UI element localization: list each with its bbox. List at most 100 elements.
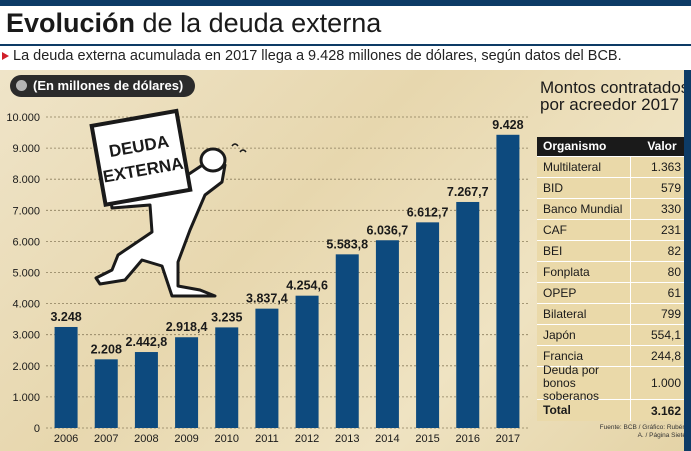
- unit-label-pill: (En millones de dólares): [10, 75, 196, 97]
- table-cell-organismo: Total: [537, 400, 631, 421]
- table-row: Fonplata 80: [537, 261, 687, 282]
- data-label: 6.036,7: [367, 223, 409, 237]
- table-cell-organismo: OPEP: [537, 283, 631, 303]
- table-row: Japón 554,1: [537, 324, 687, 345]
- title-bold: Evolución: [6, 8, 136, 38]
- table-cell-valor: 554,1: [650, 328, 681, 342]
- table-row: Banco Mundial 330: [537, 198, 687, 219]
- bar: [496, 134, 520, 429]
- table-cell-valor: 799: [660, 307, 681, 321]
- table-cell-valor: 1.000: [650, 376, 681, 390]
- table-cell-organismo: Banco Mundial: [537, 199, 631, 219]
- table-cell-valor: 1.363: [650, 160, 681, 174]
- title-rest: de la deuda externa: [142, 8, 382, 38]
- table-cell-organismo: Japón: [537, 325, 631, 345]
- data-label: 6.612,7: [407, 205, 449, 219]
- x-tick-label: 2009: [174, 433, 198, 445]
- y-tick-label: 10.000: [6, 112, 40, 124]
- table-header: Organismo Valor: [537, 137, 687, 156]
- bar: [456, 201, 480, 428]
- table-row: BID 579: [537, 177, 687, 198]
- bullet-dot-icon: [16, 80, 27, 91]
- bar: [215, 327, 239, 428]
- table-row: OPEP 61: [537, 282, 687, 303]
- table-cell-valor: 244,8: [650, 349, 681, 363]
- y-tick-label: 3.000: [12, 330, 40, 342]
- creditor-table: Organismo Valor Multilateral 1.363 BID 579 B…: [537, 137, 687, 421]
- x-tick-label: 2006: [54, 433, 78, 445]
- x-tick-label: 2008: [134, 433, 158, 445]
- bar: [175, 337, 199, 428]
- x-tick-label: 2017: [496, 433, 520, 445]
- unit-label: (En millones de dólares): [33, 78, 184, 93]
- table-cell-valor: 579: [660, 181, 681, 195]
- bar: [54, 326, 78, 428]
- table-row: Francia 244,8: [537, 345, 687, 366]
- bar-chart: DEUDA EXTERNA 0 1.000 2.000 3.000 4.000 5.000…: [6, 108, 528, 445]
- data-label: 7.267,7: [447, 185, 489, 199]
- table-cell-valor: 231: [660, 223, 681, 237]
- labels-layer: 0 1.000 2.000 3.000 4.000 5.000 6.000 7.000 8.00…: [6, 112, 523, 445]
- y-tick-label: 7.000: [12, 205, 40, 217]
- table-row: BEI 82: [537, 240, 687, 261]
- x-tick-label: 2007: [94, 433, 118, 445]
- y-tick-label: 5.000: [12, 268, 40, 280]
- table-cell-organismo: Multilateral: [537, 157, 631, 177]
- table-cell-organismo: CAF: [537, 220, 631, 240]
- table-cell-organismo: Fonplata: [537, 262, 631, 282]
- table-cell-valor: 82: [667, 244, 681, 258]
- table-cell-organismo: Francia: [537, 346, 631, 366]
- bar: [416, 222, 440, 428]
- table-cell-valor: 80: [667, 265, 681, 279]
- subtitle-marker-icon: [2, 52, 9, 60]
- table-row: Deuda por bonos soberanos 1.000: [537, 363, 687, 402]
- table-header-organismo: Organismo: [543, 139, 607, 153]
- data-label: 5.583,8: [326, 237, 368, 251]
- bar: [94, 359, 118, 428]
- data-label: 4.254,6: [286, 279, 328, 293]
- table-title: Montos contratados por acreedor 2017: [540, 78, 690, 114]
- x-tick-label: 2011: [255, 433, 279, 445]
- source-credit: Fuente: BCB / Gráfico: Rubén A. / Página…: [599, 424, 686, 439]
- table-row: CAF 231: [537, 219, 687, 240]
- y-tick-label: 0: [34, 423, 40, 435]
- bar: [134, 352, 158, 428]
- table-cell-valor: 330: [660, 202, 681, 216]
- table-row: Multilateral 1.363: [537, 156, 687, 177]
- data-label: 2.208: [91, 342, 122, 356]
- data-label: 2.918,4: [166, 320, 208, 334]
- bar: [375, 240, 399, 428]
- table-total-row: Total 3.162: [537, 399, 687, 421]
- y-tick-label: 4.000: [12, 299, 40, 311]
- bar: [335, 254, 359, 428]
- top-accent-bar: [0, 0, 691, 6]
- x-tick-label: 2013: [335, 433, 359, 445]
- right-edge-strip: [684, 70, 691, 451]
- bar: [295, 295, 319, 428]
- bars-layer: [54, 134, 520, 429]
- y-tick-label: 1.000: [12, 392, 40, 404]
- table-cell-organismo: Deuda por bonos soberanos: [537, 363, 631, 402]
- table-cell-valor: 3.162: [650, 403, 681, 418]
- x-tick-label: 2012: [295, 433, 319, 445]
- table-cell-organismo: BID: [537, 178, 631, 198]
- y-tick-label: 9.000: [12, 143, 40, 155]
- y-tick-label: 2.000: [12, 361, 40, 373]
- illustration-man-carrying-box: DEUDA EXTERNA: [89, 108, 247, 298]
- title-divider: [0, 44, 691, 46]
- data-label: 9.428: [492, 118, 523, 132]
- y-tick-label: 6.000: [12, 236, 40, 248]
- table-cell-organismo: BEI: [537, 241, 631, 261]
- x-tick-label: 2016: [456, 433, 480, 445]
- x-tick-label: 2015: [415, 433, 439, 445]
- bar: [255, 308, 279, 428]
- data-label: 3.248: [50, 310, 81, 324]
- table-cell-valor: 61: [667, 286, 681, 300]
- data-label: 2.442,8: [126, 335, 168, 349]
- page-title: Evolución de la deuda externa: [6, 8, 381, 39]
- data-label: 3.235: [211, 310, 242, 324]
- table-header-valor: Valor: [647, 139, 677, 153]
- data-label: 3.837,4: [246, 292, 288, 306]
- y-tick-label: 8.000: [12, 174, 40, 186]
- table-cell-organismo: Bilateral: [537, 304, 631, 324]
